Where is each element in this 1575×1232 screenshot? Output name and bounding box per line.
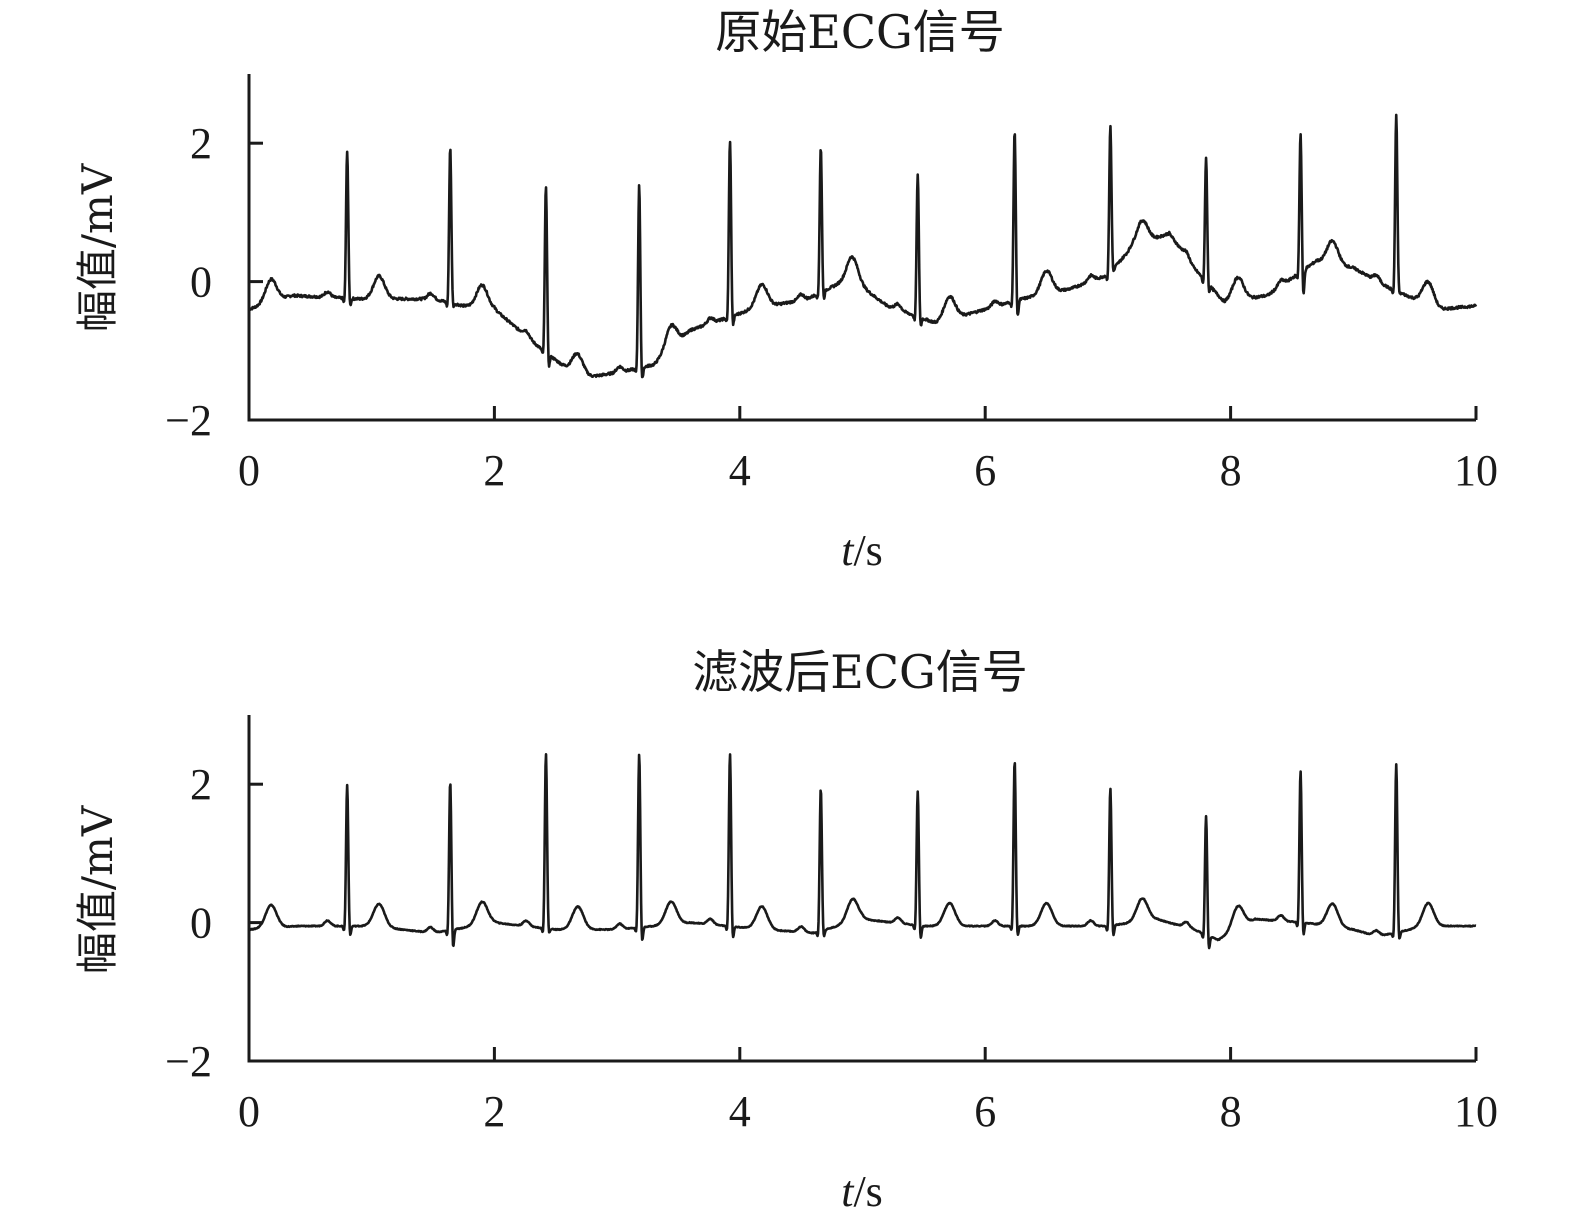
x-axis-label-unit: /s (853, 526, 882, 575)
x-axis-label-var: t (841, 526, 855, 575)
y-axis-label: 幅值/mV (73, 163, 122, 332)
raw-ecg-panel: 原始ECG信号 幅值/mV 0 2 4 6 8 10 2 0 −2 t/s (73, 5, 1498, 575)
x-tick-label: 2 (483, 446, 505, 495)
y-axis-label: 幅值/mV (73, 805, 122, 974)
y-tick-label: −2 (165, 1037, 212, 1086)
x-tick-label: 4 (729, 446, 751, 495)
x-tick-label: 2 (483, 1087, 505, 1136)
y-tick-label: −2 (165, 396, 212, 445)
x-tick-label: 6 (974, 446, 996, 495)
chart-title: 原始ECG信号 (715, 5, 1005, 59)
axes-frame (247, 715, 1476, 1063)
ecg-trace (248, 753, 1477, 950)
x-tick-label: 10 (1454, 446, 1498, 495)
x-axis-label: t/s (841, 526, 883, 575)
x-tick-label: 6 (974, 1087, 996, 1136)
tick-group: 0 2 4 6 8 10 2 0 −2 (165, 760, 1498, 1136)
x-axis-label-unit: /s (853, 1167, 882, 1216)
x-tick-label: 4 (729, 1087, 751, 1136)
tick-group: 0 2 4 6 8 10 2 0 −2 (165, 119, 1498, 495)
ecg-trace (248, 113, 1478, 379)
y-tick-label: 2 (190, 119, 212, 168)
chart-title: 滤波后ECG信号 (692, 645, 1028, 699)
x-axis-label-var: t (841, 1167, 855, 1216)
x-tick-label: 8 (1220, 1087, 1242, 1136)
x-axis-label: t/s (841, 1167, 883, 1216)
x-tick-label: 8 (1220, 446, 1242, 495)
axes-frame (247, 74, 1476, 422)
filtered-ecg-panel: 滤波后ECG信号 幅值/mV 0 2 4 6 8 10 2 0 −2 t/s (73, 645, 1498, 1216)
y-tick-label: 2 (190, 760, 212, 809)
x-tick-label: 0 (238, 1087, 260, 1136)
y-tick-label: 0 (190, 258, 212, 307)
y-tick-label: 0 (190, 899, 212, 948)
x-tick-label: 10 (1454, 1087, 1498, 1136)
x-tick-label: 0 (238, 446, 260, 495)
